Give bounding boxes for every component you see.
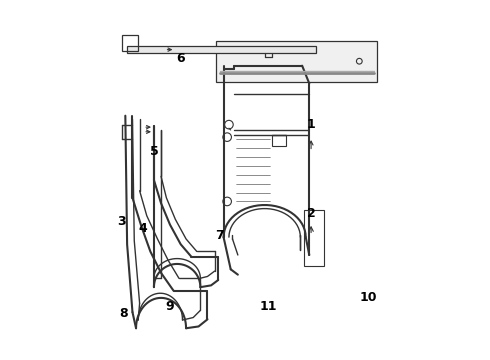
Text: 3: 3 [118, 215, 126, 228]
Bar [122, 35, 138, 51]
Text: 4: 4 [139, 222, 147, 235]
Text: 7: 7 [216, 229, 224, 242]
Text: 9: 9 [166, 300, 174, 313]
Text: 11: 11 [260, 300, 277, 313]
Bar [272, 135, 286, 146]
Bar [304, 210, 323, 266]
Bar [217, 41, 377, 82]
Text: 10: 10 [360, 291, 377, 305]
Text: 8: 8 [119, 307, 128, 320]
Text: 2: 2 [307, 207, 316, 220]
Bar [127, 46, 317, 53]
Text: 6: 6 [176, 52, 185, 65]
Text: 1: 1 [307, 118, 316, 131]
Text: 5: 5 [149, 145, 158, 158]
